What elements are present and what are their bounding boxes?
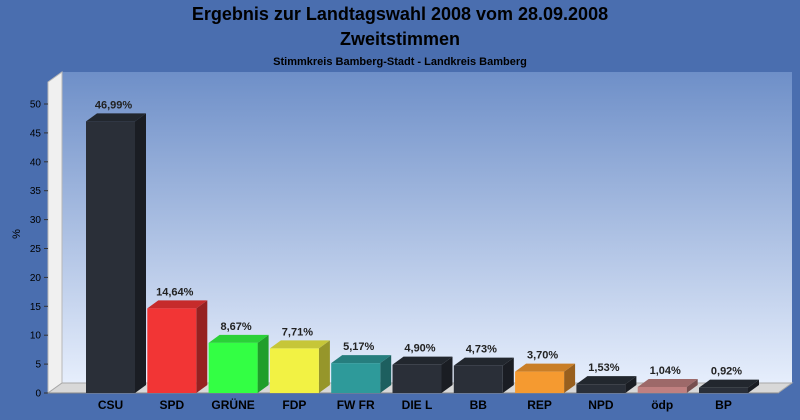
x-tick-label: CSU bbox=[98, 398, 123, 412]
bar-front-face bbox=[515, 371, 565, 393]
y-tick-label: 20 bbox=[30, 273, 42, 284]
bar-value-label: 46,99% bbox=[95, 99, 133, 111]
x-tick-label: ödp bbox=[651, 398, 673, 412]
bar-value-label: 1,53% bbox=[588, 362, 619, 374]
y-tick-label: 5 bbox=[35, 360, 41, 371]
bar-die-l bbox=[392, 356, 453, 393]
bar-top-face bbox=[86, 113, 146, 122]
bar-bp bbox=[699, 379, 759, 393]
y-tick-label: 50 bbox=[30, 100, 42, 111]
x-tick-label: FDP bbox=[282, 398, 306, 412]
bar-side-face bbox=[502, 357, 514, 393]
y-tick-label: 25 bbox=[30, 244, 42, 255]
bar-fw-fr bbox=[331, 355, 392, 393]
chart-caption: Stimmkreis Bamberg-Stadt - Landkreis Bam… bbox=[273, 56, 527, 68]
bar-side-face bbox=[748, 379, 759, 393]
bar-top-face bbox=[515, 363, 576, 372]
bar-front-face bbox=[208, 342, 258, 393]
bar-front-face bbox=[576, 384, 626, 393]
bar-top-face bbox=[576, 376, 637, 385]
y-tick-label: 45 bbox=[30, 128, 42, 139]
x-tick-label: DIE L bbox=[402, 398, 433, 412]
bar-spd bbox=[147, 300, 208, 393]
y-tick-label: 30 bbox=[30, 215, 42, 226]
plot-side-wall bbox=[47, 71, 63, 394]
bar-side-face bbox=[257, 334, 269, 393]
bar-side-face bbox=[380, 355, 392, 393]
bar-side-face bbox=[441, 356, 453, 393]
x-tick-label: SPD bbox=[159, 398, 184, 412]
bar-bb bbox=[453, 357, 514, 393]
bar-top-face bbox=[208, 334, 269, 343]
bar-side-face bbox=[196, 300, 208, 393]
bar-csu bbox=[86, 113, 146, 393]
chart-title: Ergebnis zur Landtagswahl 2008 vom 28.09… bbox=[191, 4, 609, 24]
bar-value-label: 3,70% bbox=[527, 350, 558, 362]
bar-top-face bbox=[269, 340, 330, 349]
bar-npd bbox=[576, 376, 637, 393]
bar-front-face bbox=[453, 365, 503, 393]
y-axis-label: % bbox=[11, 229, 23, 239]
x-tick-label: REP bbox=[527, 398, 552, 412]
bar-value-label: 8,67% bbox=[220, 321, 251, 333]
bar-front-face bbox=[637, 386, 687, 393]
bar-top-face bbox=[699, 379, 759, 388]
bar-side-face bbox=[135, 113, 146, 393]
x-tick-label: BB bbox=[470, 398, 488, 412]
x-tick-label: BP bbox=[715, 398, 732, 412]
bar-ödp bbox=[637, 378, 698, 393]
bar-value-label: 1,04% bbox=[650, 365, 681, 377]
x-tick-label: NPD bbox=[588, 398, 614, 412]
bar-front-face bbox=[269, 348, 319, 393]
bar-value-label: 0,92% bbox=[711, 366, 742, 378]
bar-value-label: 4,73% bbox=[466, 344, 497, 356]
bar-side-face bbox=[625, 376, 637, 393]
bar-front-face bbox=[392, 364, 442, 393]
bar-front-face bbox=[699, 387, 748, 393]
x-tick-label: FW FR bbox=[337, 398, 375, 412]
bar-top-face bbox=[637, 378, 698, 387]
bar-top-face bbox=[147, 300, 208, 309]
bar-top-face bbox=[392, 356, 453, 365]
bar-front-face bbox=[86, 121, 135, 393]
chart-subtitle: Zweitstimmen bbox=[339, 29, 461, 49]
bar-fdp bbox=[269, 340, 330, 393]
y-tick-label: 40 bbox=[30, 157, 42, 168]
bar-grüne bbox=[208, 334, 269, 393]
bar-rep bbox=[515, 363, 576, 393]
bar-top-face bbox=[331, 355, 392, 364]
bar-side-face bbox=[686, 378, 698, 393]
bar-top-face bbox=[453, 357, 514, 366]
bar-side-face bbox=[318, 340, 330, 393]
bar-side-face bbox=[564, 363, 576, 393]
y-tick-label: 35 bbox=[30, 186, 42, 197]
x-tick-label: GRÜNE bbox=[211, 397, 254, 412]
bar-front-face bbox=[331, 363, 381, 393]
bar-value-label: 4,90% bbox=[404, 343, 435, 355]
bar-front-face bbox=[147, 308, 197, 393]
bar-value-label: 14,64% bbox=[156, 286, 194, 298]
y-tick-label: 15 bbox=[30, 302, 42, 313]
bar-value-label: 5,17% bbox=[343, 341, 374, 353]
y-tick-label: 0 bbox=[35, 389, 41, 400]
y-tick-label: 10 bbox=[30, 331, 42, 342]
bar-value-label: 7,71% bbox=[282, 326, 313, 338]
